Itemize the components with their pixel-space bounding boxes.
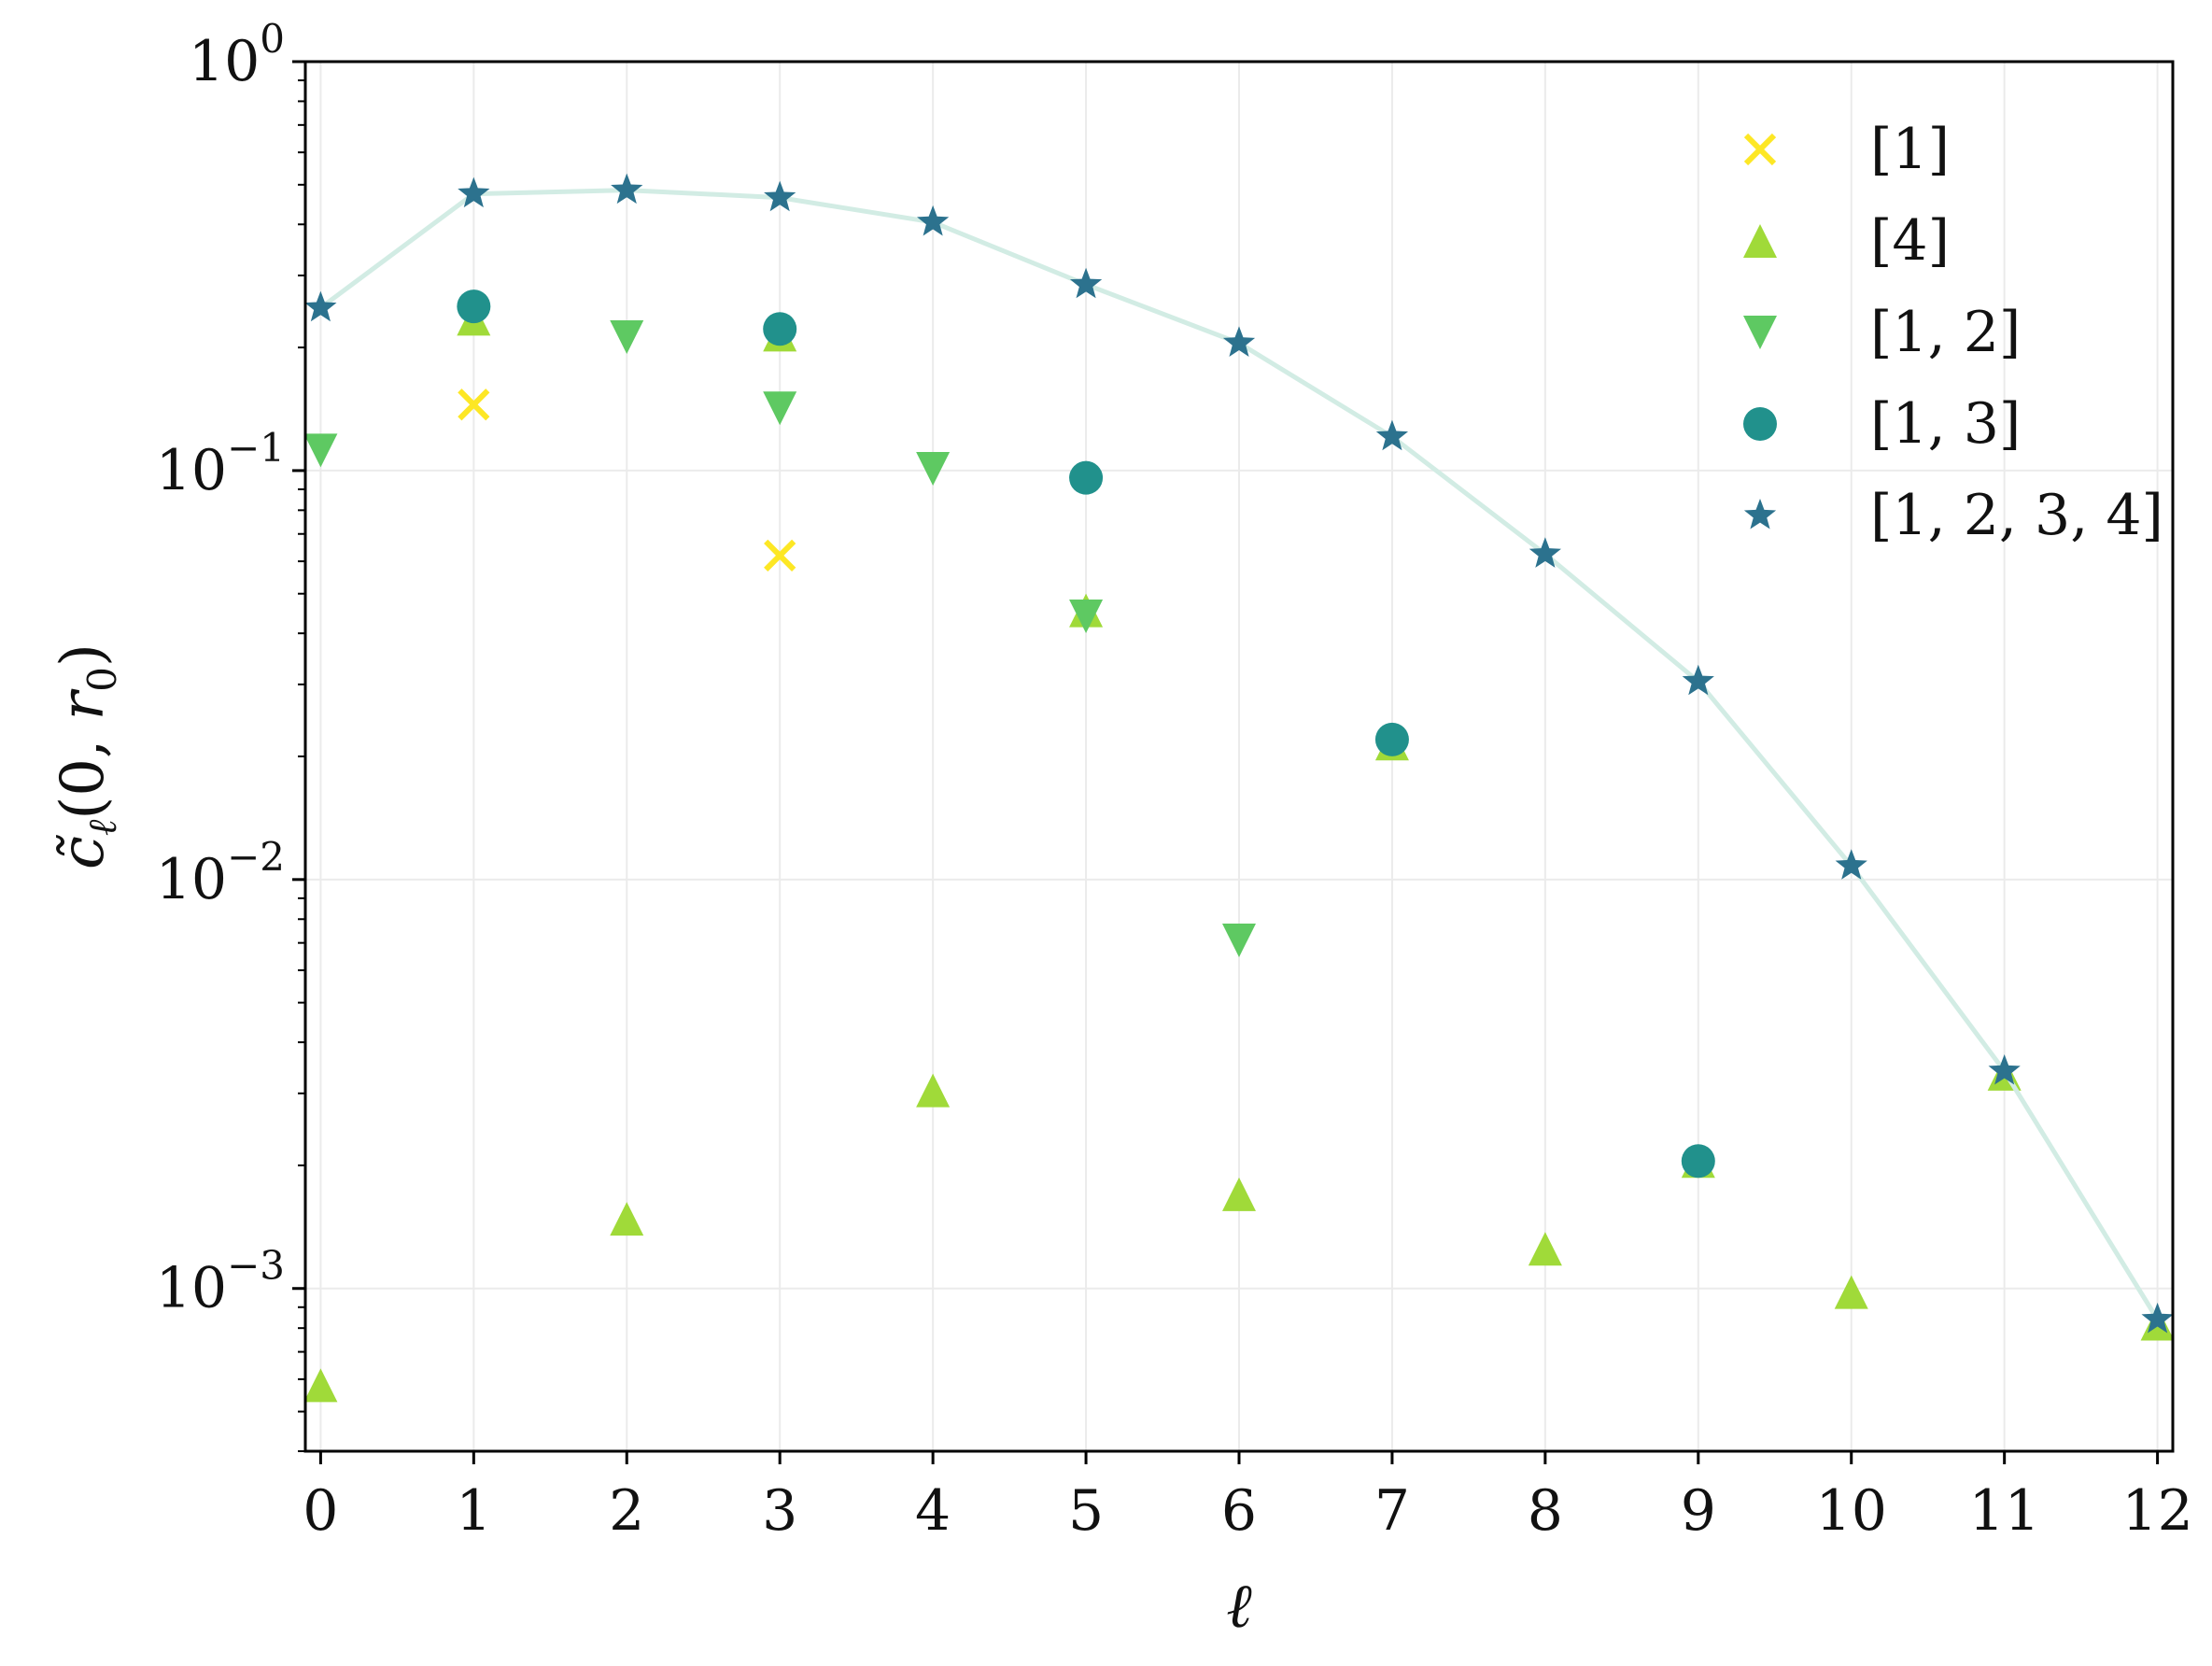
marker-triangle-down [1743,316,1777,349]
marker-triangle-up [1222,1177,1256,1211]
legend: [1] [4] [1, 2] [1, 3] [1, 2, 3, 4] [1743,117,2163,548]
marker-star [1988,1054,2021,1085]
marker-star [304,290,337,322]
marker-circle [763,312,797,346]
marker-triangle-down [916,452,951,487]
marker-star [764,180,796,212]
y-axis-label-r: r [49,688,118,720]
y-axis-label-sub2: 0 [79,667,125,692]
x-tick-label: 4 [915,1478,951,1544]
marker-triangle-down [1069,600,1104,634]
x-tick-label: 11 [1968,1478,2039,1544]
marker-star [1069,267,1103,299]
y-tick-label: 100 [189,16,285,94]
y-axis-label-open: (0, [49,720,118,819]
series-3 [457,289,1715,1179]
marker-star [458,176,490,208]
marker-circle [1743,407,1777,441]
marker-x [458,388,490,421]
x-tick-label: 8 [1528,1478,1563,1544]
legend-item: [1, 2] [1743,300,2021,365]
marker-star [1375,419,1409,451]
marker-star [2141,1302,2174,1334]
marker-star [1529,537,1561,568]
x-tick-label: 12 [2121,1478,2192,1544]
legend-label: [1, 2, 3, 4] [1870,483,2163,548]
series-4 [304,173,2174,1334]
x-tick-label: 6 [1221,1478,1257,1544]
legend-item: [1, 3] [1743,391,2021,457]
plot-frame [303,60,2175,1453]
series [303,173,2175,1403]
marker-triangle-down [610,320,644,355]
marker-triangle-up [303,1368,338,1403]
legend-label: [1] [1870,117,1950,182]
y-tick-labels: 100 10−1 10−2 10−3 [156,16,285,1321]
y-tick-label: 10−1 [156,425,285,503]
legend-item: [1] [1743,117,1950,182]
x-axis-label: ℓ [1226,1570,1252,1642]
legend-item: [4] [1743,208,1950,274]
legend-label: [1, 3] [1870,391,2021,457]
x-tick-label: 3 [762,1478,797,1544]
marker-x-stroke [1743,133,1777,166]
marker-circle [457,289,491,324]
x-tick-labels: 0 1 2 3 4 5 6 7 8 9 10 11 12 [303,1478,2192,1544]
marker-triangle-up [1743,224,1777,258]
marker-triangle-down [1222,923,1256,957]
x-tick-label: 2 [609,1478,644,1544]
y-axis-label: c̃ℓ(0, r0) [49,643,125,869]
x-tick-label: 7 [1374,1478,1410,1544]
major-ticks [292,60,2160,1464]
y-tick-label: 10−2 [156,834,285,912]
series-0 [458,388,796,572]
marker-circle [1069,460,1104,495]
marker-star [1222,326,1256,357]
marker-star [1743,499,1777,529]
y-tick-label: 10−3 [156,1243,285,1321]
marker-triangle-down [303,433,338,468]
marker-star [611,173,643,205]
marker-circle [1374,722,1409,756]
marker-x [764,539,796,572]
x-tick-label: 9 [1681,1478,1716,1544]
x-tick-label: 0 [303,1478,338,1544]
marker-triangle-down [763,391,797,426]
y-axis-label-base: c̃ [49,834,118,869]
legend-item: [1, 2, 3, 4] [1743,483,2163,548]
marker-x-stroke [458,388,490,421]
marker-x [1743,133,1777,166]
marker-triangle-up [610,1202,644,1236]
marker-triangle-up [1834,1275,1868,1309]
marker-star [917,205,950,236]
y-axis-label-sub1: ℓ [79,819,125,836]
x-tick-label: 5 [1068,1478,1104,1544]
marker-circle [1681,1144,1715,1179]
x-tick-label: 10 [1816,1478,1887,1544]
marker-star [1682,664,1714,696]
legend-label: [1, 2] [1870,300,2021,365]
marker-triangle-up [1528,1232,1562,1266]
marker-x-stroke [764,539,796,572]
marker-triangle-up [916,1073,951,1108]
x-tick-label: 1 [456,1478,491,1544]
legend-label: [4] [1870,208,1950,274]
series-2 [303,320,1256,957]
y-axis-label-close: ) [49,643,118,667]
marker-star [1835,849,1867,880]
